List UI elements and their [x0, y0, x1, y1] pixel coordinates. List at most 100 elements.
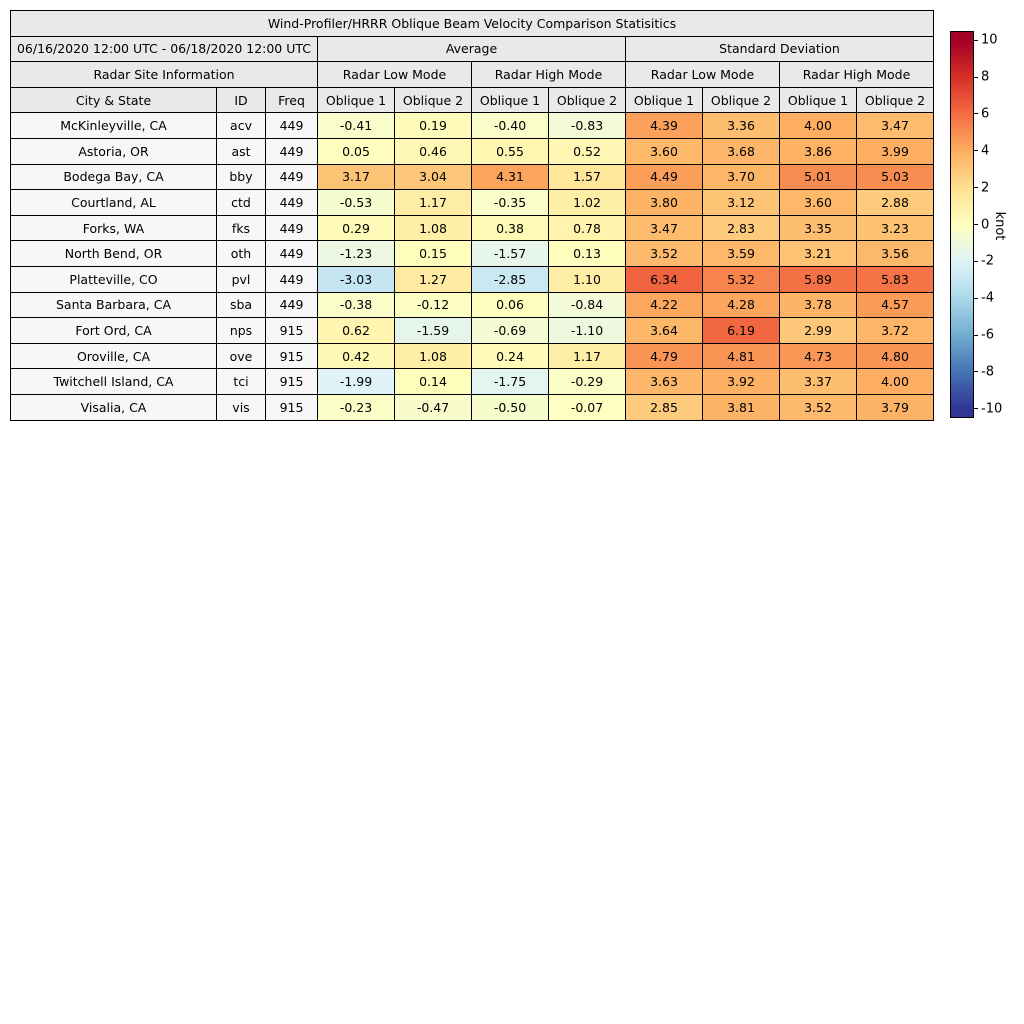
city-cell: Courtland, AL [10, 189, 217, 216]
column-header: Oblique 1 [779, 86, 857, 114]
value-cell: 3.60 [779, 189, 857, 216]
value-cell: 5.83 [856, 265, 934, 293]
freq-cell: 915 [265, 368, 318, 395]
id-cell: ast [216, 137, 266, 165]
table-row: North Bend, OR oth 449 -1.23 0.15 -1.57 0.13 3.… [10, 240, 934, 267]
value-cell: 3.70 [702, 163, 780, 191]
colorbar-tick [974, 260, 978, 262]
city-cell: Oroville, CA [10, 342, 217, 370]
value-cell: -0.69 [471, 317, 549, 344]
value-cell: -1.23 [317, 240, 395, 267]
value-cell: 0.13 [548, 240, 626, 267]
value-cell: 2.85 [625, 393, 703, 421]
table-title: Wind-Profiler/HRRR Oblique Beam Velocity… [10, 10, 934, 37]
value-cell: 3.59 [702, 240, 780, 267]
value-cell: 3.79 [856, 393, 934, 421]
value-cell: -2.85 [471, 265, 549, 293]
freq-cell: 449 [265, 163, 318, 191]
column-header: ID [216, 86, 266, 114]
freq-cell: 449 [265, 291, 318, 319]
colorbar-tick [974, 408, 978, 410]
value-cell: 3.47 [856, 112, 934, 139]
value-cell: -0.40 [471, 112, 549, 139]
value-cell: 3.99 [856, 137, 934, 165]
id-cell: vis [216, 393, 266, 421]
colorbar-tick [974, 334, 978, 336]
freq-cell: 915 [265, 393, 318, 421]
freq-cell: 449 [265, 265, 318, 293]
column-header: Oblique 1 [471, 86, 549, 114]
value-cell: 1.08 [394, 214, 472, 242]
colorbar-ticks: 10 8 6 4 2 0 -2 -4 -6 -8 -10 [950, 31, 1024, 418]
city-cell: Fort Ord, CA [10, 317, 217, 344]
value-cell: -1.10 [548, 317, 626, 344]
colorbar-tick-label: 0 [981, 217, 990, 232]
value-cell: 4.57 [856, 291, 934, 319]
id-cell: fks [216, 214, 266, 242]
table-row: Bodega Bay, CA bby 449 3.17 3.04 4.31 1.57 4.49… [10, 163, 934, 191]
table-row: Platteville, CO pvl 449 -3.03 1.27 -2.85 1.10 6… [10, 265, 934, 293]
avg-high-mode-header: Radar High Mode [471, 61, 626, 88]
value-cell: 3.78 [779, 291, 857, 319]
value-cell: -1.75 [471, 368, 549, 395]
table-row: McKinleyville, CA acv 449 -0.41 0.19 -0.40 -0.… [10, 112, 934, 139]
value-cell: 3.21 [779, 240, 857, 267]
value-cell: 1.57 [548, 163, 626, 191]
colorbar-tick-label: -10 [981, 401, 1003, 417]
value-cell: 3.63 [625, 368, 703, 395]
city-cell: Twitchell Island, CA [10, 368, 217, 395]
city-cell: Santa Barbara, CA [10, 291, 217, 319]
value-cell: 3.37 [779, 368, 857, 395]
freq-cell: 449 [265, 112, 318, 139]
value-cell: 0.42 [317, 342, 395, 370]
value-cell: 0.29 [317, 214, 395, 242]
value-cell: 3.56 [856, 240, 934, 267]
value-cell: 4.73 [779, 342, 857, 370]
value-cell: 0.52 [548, 137, 626, 165]
freq-cell: 915 [265, 342, 318, 370]
table-row: Fort Ord, CA nps 915 0.62 -1.59 -0.69 -1.10 3.6… [10, 317, 934, 344]
value-cell: 4.81 [702, 342, 780, 370]
group-header-standard-deviation: Standard Deviation [625, 35, 934, 63]
colorbar-label: knot [992, 211, 1007, 240]
colorbar-tick [974, 297, 978, 299]
id-cell: ove [216, 342, 266, 370]
std-high-mode-header: Radar High Mode [779, 61, 934, 88]
column-header-row: City & State ID Freq Oblique 1 Oblique 2… [10, 86, 934, 114]
column-header: Oblique 2 [856, 86, 934, 114]
value-cell: 0.46 [394, 137, 472, 165]
value-cell: 0.62 [317, 317, 395, 344]
value-cell: -0.07 [548, 393, 626, 421]
value-cell: 0.55 [471, 137, 549, 165]
id-cell: pvl [216, 265, 266, 293]
value-cell: 3.64 [625, 317, 703, 344]
colorbar-tick-label: 10 [981, 32, 998, 48]
colorbar-tick [974, 39, 978, 41]
value-cell: 0.15 [394, 240, 472, 267]
value-cell: -0.50 [471, 393, 549, 421]
value-cell: -0.53 [317, 189, 395, 216]
value-cell: 1.02 [548, 189, 626, 216]
value-cell: 3.36 [702, 112, 780, 139]
value-cell: 3.12 [702, 189, 780, 216]
mode-header-row: Radar Site Information Radar Low Mode Ra… [10, 61, 934, 88]
value-cell: 3.23 [856, 214, 934, 242]
title-row: Wind-Profiler/HRRR Oblique Beam Velocity… [10, 10, 934, 37]
value-cell: 4.28 [702, 291, 780, 319]
value-cell: 0.24 [471, 342, 549, 370]
value-cell: 6.19 [702, 317, 780, 344]
value-cell: 3.72 [856, 317, 934, 344]
value-cell: 3.47 [625, 214, 703, 242]
colorbar-tick-label: -6 [981, 327, 994, 343]
city-cell: North Bend, OR [10, 240, 217, 267]
id-cell: nps [216, 317, 266, 344]
value-cell: -1.57 [471, 240, 549, 267]
value-cell: 1.17 [548, 342, 626, 370]
table-row: Oroville, CA ove 915 0.42 1.08 0.24 1.17 4.79 4.… [10, 342, 934, 370]
value-cell: -0.35 [471, 189, 549, 216]
value-cell: 0.14 [394, 368, 472, 395]
value-cell: 1.17 [394, 189, 472, 216]
id-cell: ctd [216, 189, 266, 216]
freq-cell: 915 [265, 317, 318, 344]
value-cell: 0.38 [471, 214, 549, 242]
